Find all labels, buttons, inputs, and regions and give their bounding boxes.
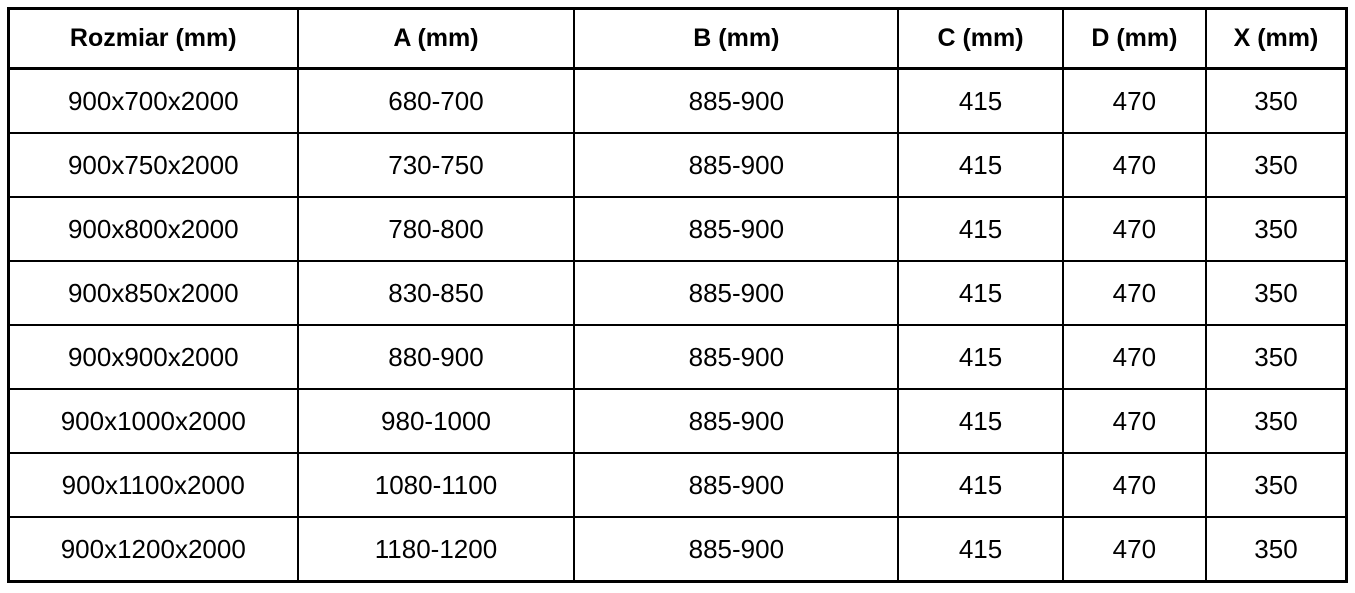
table-cell-c: 415 [897, 132, 1064, 198]
table-row: 900x1200x2000 1180-1200 885-900 415 470 350 [7, 516, 1348, 583]
table-cell-a: 830-850 [296, 260, 576, 326]
table-cell-rozmiar: 900x850x2000 [7, 260, 299, 326]
table-cell-rozmiar: 900x1000x2000 [7, 388, 299, 454]
table-cell-c: 415 [897, 260, 1064, 326]
table-cell-x: 350 [1204, 260, 1348, 326]
table-header: Rozmiar (mm) A (mm) B (mm) C (mm) D (mm) X (m… [7, 7, 1348, 70]
table-cell-c: 415 [897, 516, 1064, 583]
table-cell-rozmiar: 900x900x2000 [7, 324, 299, 390]
table-cell-b: 885-900 [573, 132, 900, 198]
table-cell-d: 470 [1061, 516, 1207, 583]
table-cell-a: 1180-1200 [296, 516, 576, 583]
table-cell-x: 350 [1204, 452, 1348, 518]
table-cell-c: 415 [897, 324, 1064, 390]
table-cell-c: 415 [897, 196, 1064, 262]
table-cell-x: 350 [1204, 388, 1348, 454]
table-cell-b: 885-900 [573, 324, 900, 390]
table-cell-x: 350 [1204, 324, 1348, 390]
column-header-a: A (mm) [296, 7, 576, 70]
column-header-d: D (mm) [1061, 7, 1207, 70]
table-cell-a: 780-800 [296, 196, 576, 262]
table-row: 900x800x2000 780-800 885-900 415 470 350 [7, 196, 1348, 262]
table-cell-a: 980-1000 [296, 388, 576, 454]
table-cell-d: 470 [1061, 324, 1207, 390]
table-cell-b: 885-900 [573, 196, 900, 262]
table-cell-a: 1080-1100 [296, 452, 576, 518]
table-cell-b: 885-900 [573, 516, 900, 583]
table-row: 900x750x2000 730-750 885-900 415 470 350 [7, 132, 1348, 198]
table-row: 900x850x2000 830-850 885-900 415 470 350 [7, 260, 1348, 326]
column-header-rozmiar: Rozmiar (mm) [7, 7, 299, 70]
table-row: 900x1100x2000 1080-1100 885-900 415 470 350 [7, 452, 1348, 518]
table-cell-b: 885-900 [573, 388, 900, 454]
dimensions-table: Rozmiar (mm) A (mm) B (mm) C (mm) D (mm) X (m… [7, 7, 1348, 583]
table-cell-d: 470 [1061, 452, 1207, 518]
column-header-b: B (mm) [573, 7, 900, 70]
table-cell-x: 350 [1204, 196, 1348, 262]
table-cell-x: 350 [1204, 67, 1348, 134]
table-row: 900x700x2000 680-700 885-900 415 470 350 [7, 67, 1348, 134]
table-cell-d: 470 [1061, 67, 1207, 134]
table-cell-rozmiar: 900x800x2000 [7, 196, 299, 262]
table-cell-c: 415 [897, 452, 1064, 518]
table-cell-b: 885-900 [573, 452, 900, 518]
column-header-c: C (mm) [897, 7, 1064, 70]
table-cell-rozmiar: 900x750x2000 [7, 132, 299, 198]
table-cell-a: 880-900 [296, 324, 576, 390]
table-row: 900x1000x2000 980-1000 885-900 415 470 350 [7, 388, 1348, 454]
table-cell-c: 415 [897, 67, 1064, 134]
table-cell-d: 470 [1061, 260, 1207, 326]
table-cell-d: 470 [1061, 388, 1207, 454]
table-cell-a: 730-750 [296, 132, 576, 198]
table-cell-rozmiar: 900x1100x2000 [7, 452, 299, 518]
table-row: 900x900x2000 880-900 885-900 415 470 350 [7, 324, 1348, 390]
table-cell-b: 885-900 [573, 67, 900, 134]
table-cell-rozmiar: 900x1200x2000 [7, 516, 299, 583]
table-cell-d: 470 [1061, 132, 1207, 198]
table-cell-x: 350 [1204, 132, 1348, 198]
table-cell-d: 470 [1061, 196, 1207, 262]
table-body: 900x700x2000 680-700 885-900 415 470 350 900x7… [7, 67, 1348, 583]
table-cell-c: 415 [897, 388, 1064, 454]
header-row: Rozmiar (mm) A (mm) B (mm) C (mm) D (mm) X (m… [7, 7, 1348, 70]
table-cell-b: 885-900 [573, 260, 900, 326]
table-cell-a: 680-700 [296, 67, 576, 134]
table-cell-rozmiar: 900x700x2000 [7, 67, 299, 134]
table-cell-x: 350 [1204, 516, 1348, 583]
column-header-x: X (mm) [1204, 7, 1348, 70]
